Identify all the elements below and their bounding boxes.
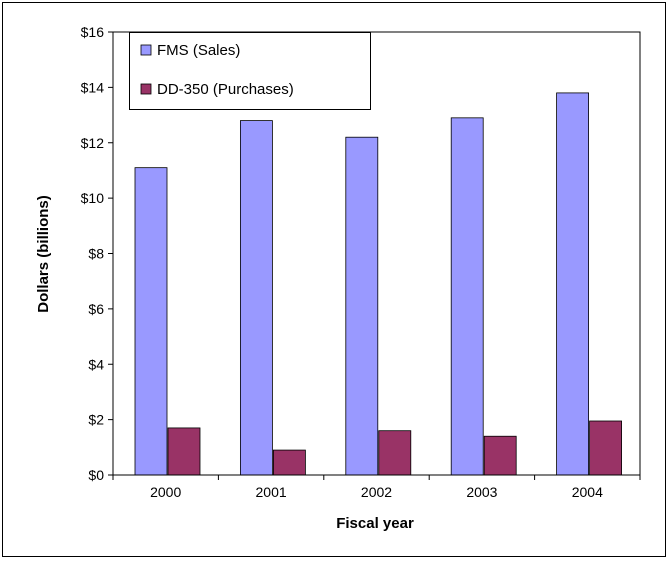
bar-dd350-2003 <box>483 435 517 476</box>
x-tick-label: 2000 <box>150 484 181 500</box>
x-tick-label: 2004 <box>572 484 603 500</box>
x-tick-label: 2001 <box>256 484 287 500</box>
bar-fms-2000 <box>134 167 168 476</box>
legend-swatch-fms <box>140 44 152 56</box>
x-axis-title: Fiscal year <box>336 515 414 532</box>
bar-fms-2001 <box>239 120 273 476</box>
bar-fms-2004 <box>556 92 589 476</box>
legend: FMS (Sales) DD-350 (Purchases) <box>129 32 371 110</box>
plot-area: $0 $2 $4 $6 $8 $10 $12 $14 $16 2000 2001 2002 2003 20… <box>81 24 641 500</box>
y-axis-title: Dollars (billions) <box>35 195 52 313</box>
y-tick-label: $0 <box>88 467 104 483</box>
y-tick-label: $8 <box>88 246 104 262</box>
x-tick-label: 2003 <box>466 484 497 500</box>
y-tick-label: $16 <box>81 24 105 40</box>
bar-dd350-2002 <box>378 430 412 476</box>
y-tick-label: $6 <box>88 301 104 317</box>
legend-label-fms: FMS (Sales) <box>157 42 240 59</box>
bar-dd350-2004 <box>589 420 622 476</box>
y-tick-label: $12 <box>81 135 105 151</box>
y-tick-label: $2 <box>88 412 104 428</box>
bar-fms-2002 <box>345 136 379 476</box>
legend-swatch-dd350 <box>140 83 152 95</box>
legend-label-dd350: DD-350 (Purchases) <box>157 81 294 98</box>
x-tick-label: 2002 <box>361 484 392 500</box>
legend-box <box>129 32 371 110</box>
y-tick-label: $14 <box>81 79 105 95</box>
y-tick-label: $10 <box>81 190 105 206</box>
bar-dd350-2001 <box>272 449 306 476</box>
bar-dd350-2000 <box>167 427 201 476</box>
y-tick-label: $4 <box>88 356 104 372</box>
bar-fms-2003 <box>450 117 484 476</box>
